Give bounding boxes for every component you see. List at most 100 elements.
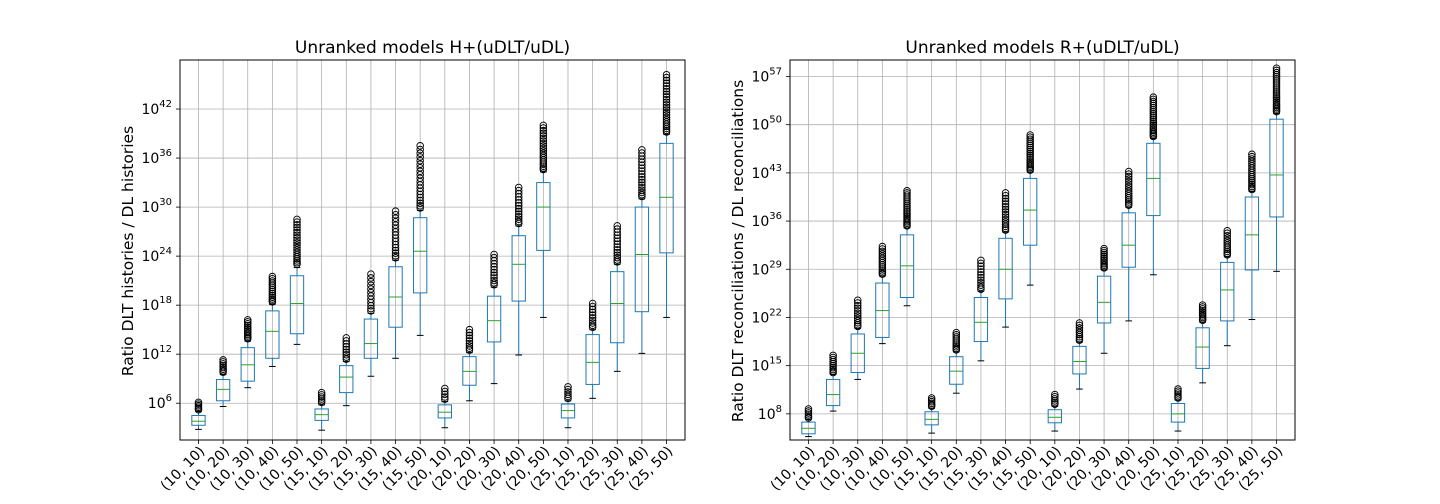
outlier-point [293, 241, 301, 250]
outlier-point [564, 388, 572, 396]
outlier-point [903, 207, 911, 215]
outlier-point [1272, 83, 1281, 91]
box-plot-7 [973, 256, 989, 362]
outlier-point [638, 181, 646, 189]
outlier-point [514, 213, 523, 221]
box-plot-0 [191, 398, 206, 430]
outlier-point [342, 340, 351, 348]
box-plot-5 [924, 394, 939, 434]
box [1195, 327, 1210, 369]
box [825, 378, 841, 407]
outlier-point [853, 301, 862, 310]
outlier-point [391, 210, 400, 219]
outlier-point [293, 243, 301, 252]
outlier-point [878, 247, 887, 256]
outlier-point [416, 160, 424, 168]
box-plot-5 [314, 388, 329, 431]
box-plot-19 [659, 70, 674, 318]
right-chart-frame [789, 59, 1296, 441]
box [1047, 409, 1062, 424]
outlier-point [1026, 157, 1034, 165]
outlier-point [1100, 250, 1108, 259]
outlier-point [1100, 254, 1108, 263]
box [413, 217, 428, 294]
outlier-point [1100, 252, 1108, 261]
outlier-point [613, 243, 622, 251]
outlier-point [829, 355, 837, 364]
outlier-point [662, 79, 671, 87]
outlier-point [293, 239, 301, 247]
outlier-point [514, 204, 523, 213]
outlier-point [293, 234, 301, 242]
outlier-point [243, 321, 252, 330]
outlier-point [662, 93, 671, 101]
box-plot-15 [1170, 385, 1186, 432]
outlier-point [952, 343, 961, 351]
outlier-point [490, 276, 498, 285]
outlier-point [342, 353, 351, 361]
outlier-point [367, 304, 375, 313]
outlier-point [977, 259, 985, 268]
y-tick-label: 1036 [141, 148, 172, 167]
box [585, 334, 600, 385]
outlier-point [662, 118, 671, 126]
outlier-point [243, 316, 252, 324]
outlier-point [539, 124, 548, 132]
left-chart-y-axis-label: Ratio DLT histories / DL histories [119, 126, 137, 376]
outlier-point [367, 277, 375, 286]
outlier-point [952, 341, 961, 349]
outlier-point [977, 262, 985, 271]
box-plot-4 [899, 187, 915, 307]
outlier-point [416, 142, 424, 150]
outlier-point [416, 149, 424, 158]
outlier-point [1174, 387, 1182, 395]
box-plot-18 [1244, 150, 1260, 321]
outlier-point [1272, 85, 1281, 93]
outlier-point [1198, 303, 1207, 311]
outlier-point [1223, 231, 1232, 240]
outlier-point [903, 191, 911, 199]
outlier-point [539, 126, 548, 135]
y-tick-label: 1029 [751, 259, 782, 278]
outlier-point [662, 95, 671, 104]
outlier-point [878, 267, 887, 275]
outlier-point [1075, 324, 1084, 332]
outlier-point [1051, 398, 1059, 407]
outlier-point [952, 331, 961, 339]
outlier-point [1124, 185, 1133, 193]
outlier-point [1223, 226, 1232, 235]
box [1146, 142, 1161, 217]
outlier-point [1149, 95, 1158, 104]
outlier-point [219, 361, 227, 370]
outlier-point [1026, 131, 1034, 139]
box-plot-0 [801, 405, 816, 438]
outlier-point [1272, 89, 1281, 97]
outlier-point [977, 281, 985, 289]
outlier-point [613, 240, 622, 248]
outlier-point [441, 384, 449, 393]
outlier-point [903, 187, 911, 195]
outlier-point [1149, 117, 1158, 126]
outlier-point [539, 121, 548, 130]
outlier-point [903, 203, 911, 211]
outlier-point [638, 173, 646, 181]
outlier-point [804, 409, 813, 417]
outlier-point [1001, 220, 1010, 228]
outlier-point [1198, 308, 1207, 317]
outlier-point [243, 318, 252, 326]
outlier-point [539, 144, 548, 153]
outlier-point [367, 281, 375, 290]
outlier-point [662, 87, 671, 96]
outlier-point [564, 392, 572, 401]
outlier-point [662, 111, 671, 119]
outlier-point [638, 161, 646, 170]
outlier-point [391, 246, 400, 255]
outlier-point [293, 259, 301, 267]
outlier-point [662, 98, 671, 106]
box-plot-2 [850, 296, 865, 380]
outlier-point [1001, 197, 1010, 206]
outlier-point [588, 321, 597, 330]
outlier-point [391, 207, 400, 215]
outlier-point [1149, 115, 1158, 124]
outlier-point [1149, 123, 1158, 131]
